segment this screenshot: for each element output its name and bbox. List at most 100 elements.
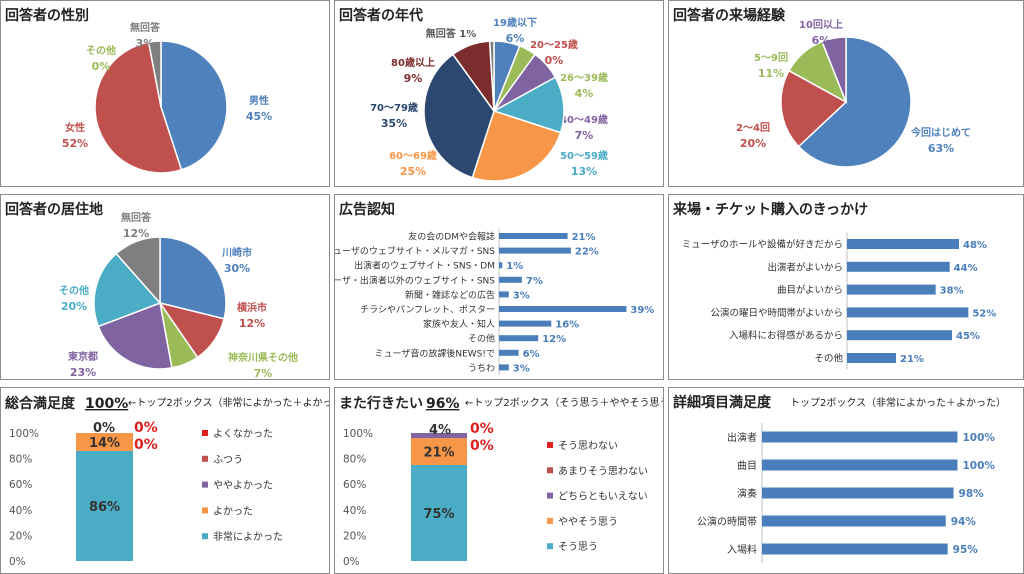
ads-bar xyxy=(499,335,539,342)
overall-small-label: 0% xyxy=(93,421,115,436)
ads-value-label: 16% xyxy=(555,320,579,331)
motive-bar-chart: ミューザのホールや設備が好きだから 48% 出演者がよいから 44% 曲目がよいから 38… xyxy=(682,232,996,370)
residence-pie-chart: 川崎市 30% 横浜市 12% 神奈川県その他 7% 東京都 23% その他 20% 無回答 12% xyxy=(59,211,298,379)
overall-headline: 100% xyxy=(85,396,128,412)
visits-slice xyxy=(821,36,847,103)
revisit-panel: また行きたい 96% ←トップ2ボックス（そう思う＋ややそう思う） 100% 80% 60… xyxy=(334,387,664,574)
overall-y-tick: 40% xyxy=(9,505,32,517)
gender-title: 回答者の性別 xyxy=(5,8,89,24)
overall-legend-swatch xyxy=(202,455,208,462)
residence-panel: 回答者の居住地 川崎市 30% 横浜市 12% 神奈川県その他 7% 東京都 23% その他 20… xyxy=(0,194,330,380)
overall-panel: 総合満足度 100% ←トップ2ボックス（非常によかった＋よかった） 100% 80% 6… xyxy=(0,387,330,574)
ads-category-label: 新聞・雑誌などの広告 xyxy=(405,289,495,301)
revisit-stack-segment xyxy=(411,465,467,561)
overall-legend-swatch xyxy=(202,430,208,436)
visits-title: 回答者の来場経験 xyxy=(673,8,785,24)
overall-legend-label: よかった xyxy=(213,505,253,517)
age-slice-value: 0% xyxy=(545,54,564,67)
age-slice-value: 25% xyxy=(400,165,426,178)
revisit-segment-label: 21% xyxy=(423,446,454,461)
residence-slice-label: 川崎市 xyxy=(221,246,252,259)
ads-bar xyxy=(499,349,519,356)
age-slice xyxy=(471,110,562,182)
revisit-y-tick: 40% xyxy=(343,505,366,517)
residence-slice-value: 12% xyxy=(123,227,149,240)
motive-category-label: 公演の曜日や時間帯がよいから xyxy=(710,307,843,319)
residence-slice-value: 30% xyxy=(224,262,250,275)
revisit-y-tick: 60% xyxy=(343,479,366,491)
gender-slice-label: 無回答 xyxy=(130,21,161,34)
revisit-legend-label: そう思わない xyxy=(558,440,618,452)
detail-title: 詳細項目満足度 xyxy=(673,394,772,411)
ads-value-label: 39% xyxy=(630,305,654,316)
detail-value-label: 100% xyxy=(962,432,995,444)
overall-stack-segment xyxy=(76,433,133,451)
visits-slice-value: 63% xyxy=(928,142,954,155)
motive-category-label: 入場料にお得感があるから xyxy=(729,330,843,342)
age-slice-value: 4% xyxy=(575,87,594,100)
revisit-legend-label: ややそう思う xyxy=(558,516,618,528)
detail-note: トップ2ボックス（非常によかった＋よかった） xyxy=(790,396,1006,409)
gender-panel: 回答者の性別 男性 45% 女性 52% その他 0% 無回答 3% xyxy=(0,0,330,187)
ads-title: 広告認知 xyxy=(339,202,395,218)
motive-category-label: 出演者がよいから xyxy=(767,261,843,273)
detail-category-label: 曲目 xyxy=(737,460,757,472)
gender-slice-label: 女性 xyxy=(65,121,85,134)
detail-panel: 詳細項目満足度 トップ2ボックス（非常によかった＋よかった） 出演者 100% 曲目 10… xyxy=(668,387,1024,574)
ads-value-label: 7% xyxy=(526,276,543,287)
overall-stack-segment xyxy=(76,450,133,561)
age-slice-label: 無回答 1% xyxy=(426,27,476,40)
age-slice-label: 26～39歳 xyxy=(560,71,608,84)
age-slice xyxy=(488,40,495,112)
detail-value-label: 94% xyxy=(951,516,977,528)
revisit-small-label: 0% xyxy=(470,421,494,437)
ads-value-label: 3% xyxy=(513,290,530,301)
ads-category-label: ミューザ音の放課後NEWS!で xyxy=(375,347,495,359)
ads-bar xyxy=(499,306,627,312)
gender-slice-value: 45% xyxy=(246,110,272,123)
revisit-legend-label: あまりそう思わない xyxy=(558,465,648,477)
revisit-title: また行きたい xyxy=(339,395,423,412)
motive-value-label: 52% xyxy=(972,308,996,319)
overall-legend-label: ふつう xyxy=(213,454,243,466)
overall-legend-label: よくなかった xyxy=(213,428,273,440)
detail-value-label: 95% xyxy=(953,544,979,556)
gender-slice-label: その他 xyxy=(86,44,116,57)
revisit-y-tick: 100% xyxy=(343,428,373,440)
age-panel: 回答者の年代 19歳以下 6% 20～25歳 0% 26～39歳 4% 40～49歳 7% 50… xyxy=(334,0,664,187)
age-slice xyxy=(492,76,565,134)
visits-panel: 回答者の来場経験 今回はじめて 63% 2～4回 20% 5～9回 11% 10回以上 6% xyxy=(668,0,1024,187)
detail-bar xyxy=(762,543,948,555)
overall-segment-label: 14% xyxy=(89,436,120,451)
motive-bar xyxy=(847,307,969,318)
detail-bar xyxy=(762,431,958,443)
overall-legend-label: ややよかった xyxy=(213,480,273,492)
age-slice-label: 40～49歳 xyxy=(560,113,608,126)
revisit-stack-segment xyxy=(411,433,467,439)
detail-bar xyxy=(762,459,958,471)
motive-bar xyxy=(847,284,936,295)
visits-slice-value: 11% xyxy=(758,67,784,80)
age-slice-label: 20～25歳 xyxy=(530,38,578,51)
residence-slice-value: 23% xyxy=(70,366,96,379)
ads-category-label: ミューザのウェブサイト・メルマガ・SNS xyxy=(335,245,495,257)
visits-slice-label: 5～9回 xyxy=(754,52,788,64)
residence-slice-value: 12% xyxy=(239,317,265,330)
gender-pie-chart: 男性 45% 女性 52% その他 0% 無回答 3% xyxy=(62,21,272,174)
overall-legend-swatch xyxy=(202,507,208,514)
revisit-legend-label: どちらともいえない xyxy=(558,491,648,503)
detail-bar xyxy=(762,487,954,499)
revisit-y-tick: 80% xyxy=(343,454,366,466)
gender-slice xyxy=(94,41,183,174)
visits-slice-label: 今回はじめて xyxy=(910,126,971,139)
revisit-legend-swatch xyxy=(547,517,553,524)
residence-slice xyxy=(93,252,162,328)
age-slice-value: 35% xyxy=(381,117,407,130)
visits-slice xyxy=(797,36,912,168)
overall-note: ←トップ2ボックス（非常によかった＋よかった） xyxy=(128,396,330,409)
revisit-legend-swatch xyxy=(547,467,553,474)
residence-slice-label: 横浜市 xyxy=(237,301,267,314)
overall-legend-swatch xyxy=(202,481,208,488)
age-slice-value: 7% xyxy=(575,129,594,142)
age-slice-label: 60～69歳 xyxy=(389,149,437,162)
